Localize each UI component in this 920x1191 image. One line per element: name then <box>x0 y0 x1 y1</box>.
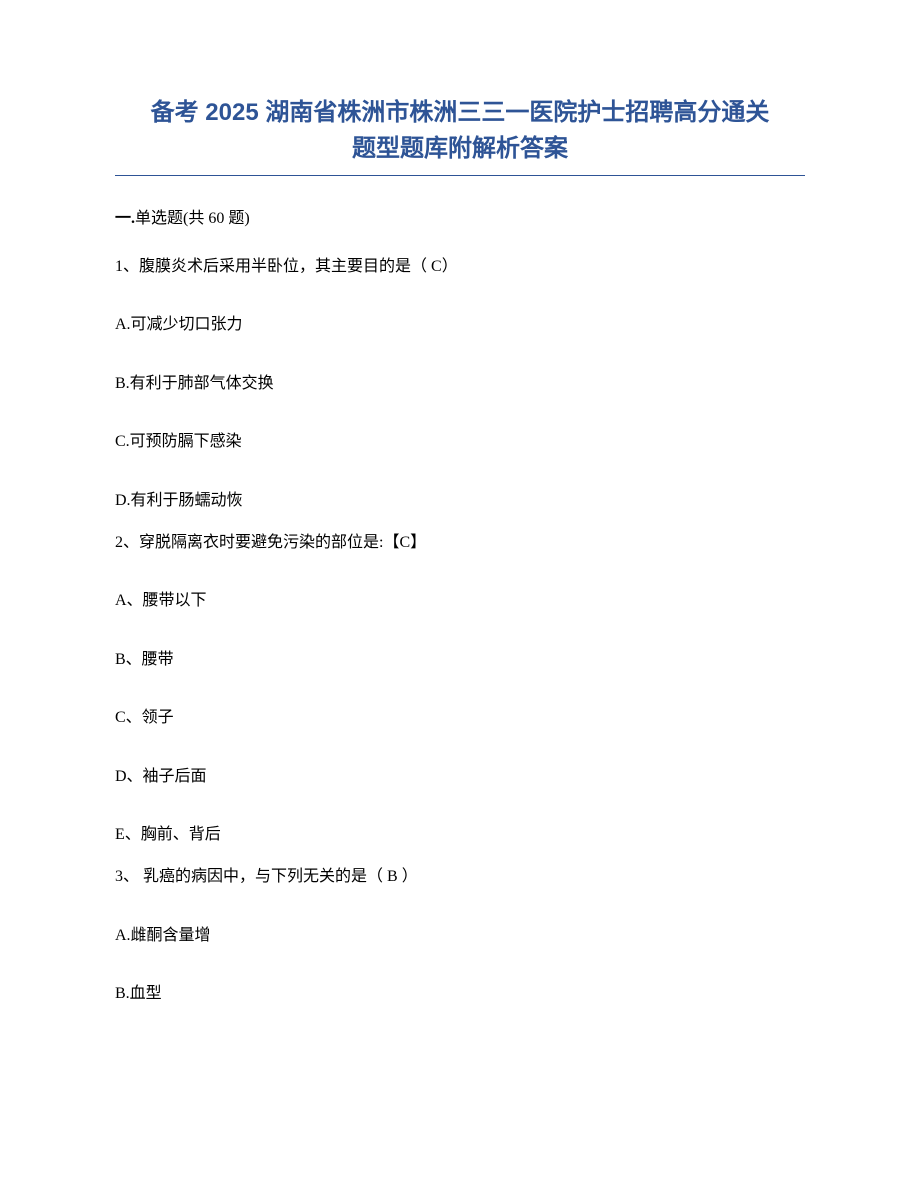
section-label: 单选题 <box>135 210 183 227</box>
question-1-option-b: B.有利于肺部气体交换 <box>115 373 805 395</box>
question-2-option-d: D、袖子后面 <box>115 766 805 788</box>
question-2-option-c: C、领子 <box>115 707 805 729</box>
question-1-option-d: D.有利于肠蠕动恢 <box>115 490 805 512</box>
section-prefix: 一. <box>115 210 135 227</box>
section-count: (共 60 题) <box>183 210 250 227</box>
question-3: 3、 乳癌的病因中，与下列无关的是（ B ） <box>115 866 805 888</box>
question-1: 1、腹膜炎术后采用半卧位，其主要目的是（ C） <box>115 256 805 278</box>
section-header: 一.单选题(共 60 题) <box>115 204 805 228</box>
question-stem: 腹膜炎术后采用半卧位，其主要目的是（ C） <box>139 258 458 275</box>
title-line-2: 题型题库附解析答案 <box>115 131 805 167</box>
question-3-option-b: B.血型 <box>115 983 805 1005</box>
question-2-option-b: B、腰带 <box>115 649 805 671</box>
question-1-option-c: C.可预防膈下感染 <box>115 431 805 453</box>
title-line-1: 备考 2025 湖南省株洲市株洲三三一医院护士招聘高分通关 <box>115 95 805 131</box>
question-number: 2、 <box>115 534 139 551</box>
question-1-option-a: A.可减少切口张力 <box>115 314 805 336</box>
question-number: 1、 <box>115 258 139 275</box>
question-stem: 穿脱隔离衣时要避免污染的部位是:【C】 <box>139 534 426 551</box>
question-3-option-a: A.雌酮含量增 <box>115 925 805 947</box>
question-2-option-a: A、腰带以下 <box>115 590 805 612</box>
question-2-option-e: E、胸前、背后 <box>115 824 805 846</box>
question-stem: 乳癌的病因中，与下列无关的是（ B ） <box>139 868 418 885</box>
question-2: 2、穿脱隔离衣时要避免污染的部位是:【C】 <box>115 532 805 554</box>
question-number: 3、 <box>115 868 139 885</box>
document-title: 备考 2025 湖南省株洲市株洲三三一医院护士招聘高分通关 题型题库附解析答案 <box>115 95 805 167</box>
title-underline <box>115 175 805 176</box>
